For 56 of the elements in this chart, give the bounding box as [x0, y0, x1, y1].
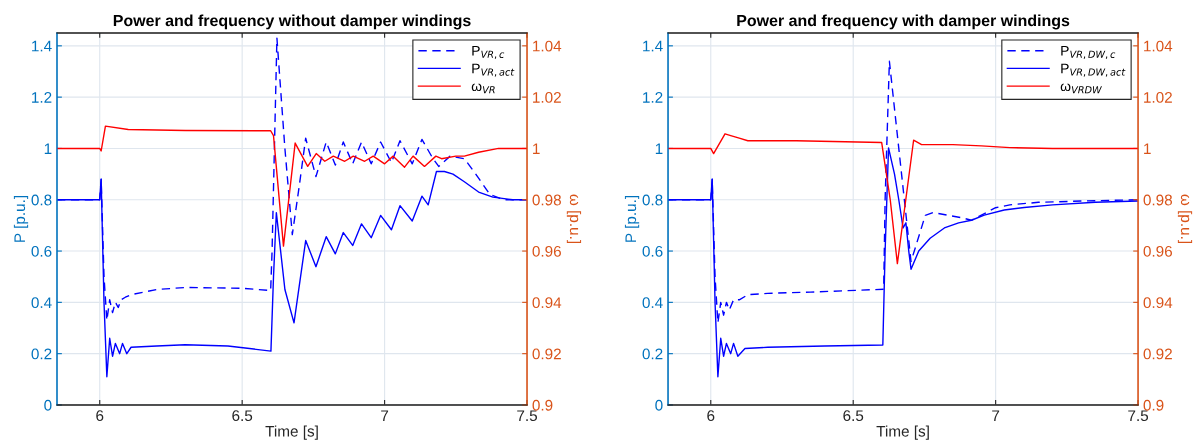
y2-tick-label: 0.9	[532, 399, 553, 411]
chart-title: Power and frequency without damper windings	[113, 14, 471, 30]
legend-label: P$_{VR,DW,c}$	[1061, 45, 1116, 59]
y-tick-label: 0.2	[642, 348, 663, 360]
y2-tick-label: 1.04	[533, 40, 562, 52]
y-tick-label: 0	[655, 399, 663, 411]
chart-title: Power and frequency with damper windings	[737, 14, 1070, 30]
y2-tick-label: 0.96	[532, 245, 561, 257]
x-tick-label: 7.5	[1128, 410, 1149, 422]
x-tick-label: 7	[992, 410, 1000, 421]
y-tick-label: 1	[44, 143, 52, 154]
y2-tick-label: 0.92	[532, 348, 561, 360]
y-tick-label: 0.2	[31, 348, 52, 360]
y2-tick-label: 0.94	[532, 297, 562, 309]
legend-label: P$_{VR,c}$	[472, 45, 505, 59]
x-tick-label: 6	[707, 410, 715, 422]
legend-label: ω$_{VRDW}$	[1060, 83, 1102, 94]
y2-tick-label: 0.92	[1143, 348, 1172, 360]
line-series	[668, 133, 1139, 265]
y-tick-label: 0.6	[642, 245, 663, 257]
y2-tick-label: 1	[533, 143, 540, 154]
y2-tick-label: 0.98	[532, 194, 561, 206]
y2-tick-label: 1.04	[1144, 40, 1173, 52]
y2-tick-label: 0.9	[1143, 399, 1164, 411]
y-tick-label: 0.6	[31, 245, 52, 257]
y2-tick-label: 1.02	[1144, 92, 1172, 103]
x-axis-title: Time [s]	[265, 425, 318, 440]
y-tick-label: 1	[655, 143, 663, 154]
y-axis-title: P [p.u.]	[13, 196, 29, 242]
y-tick-label: 0.4	[31, 297, 52, 309]
legend-label: P$_{VR,DW,act}$	[1061, 63, 1126, 77]
legend-label: P$_{VR,act}$	[472, 63, 515, 77]
x-tick-label: 7	[381, 410, 389, 421]
y-tick-label: 0.8	[31, 194, 52, 206]
x-tick-label: 6.5	[843, 410, 864, 422]
y-tick-label: 1.2	[643, 92, 663, 103]
x-tick-label: 6.5	[232, 410, 253, 422]
line-series	[57, 125, 528, 247]
y-tick-label: 0.4	[642, 297, 663, 309]
y-tick-label: 1.4	[32, 40, 52, 52]
y-tick-label: 0.8	[642, 194, 663, 206]
y2-tick-label: 0.98	[1143, 194, 1173, 206]
x-tick-label: 7.5	[517, 410, 538, 422]
y2-tick-label: 0.96	[1143, 245, 1172, 257]
y-tick-label: 1.4	[643, 40, 663, 52]
x-axis-title: Time [s]	[876, 425, 929, 440]
x-tick-label: 6	[96, 410, 104, 422]
legend-label: ω$_{VR}$	[471, 83, 495, 94]
y2-axis-title: ω [p.u.]	[1177, 194, 1193, 243]
y2-tick-label: 1	[1144, 143, 1151, 154]
y-tick-label: 1.2	[32, 92, 52, 103]
y2-tick-label: 1.02	[533, 92, 561, 103]
y-axis-title: P [p.u.]	[624, 196, 640, 242]
y-tick-label: 0	[44, 399, 52, 411]
y2-axis-title: ω [p.u.]	[566, 194, 582, 243]
y2-tick-label: 0.94	[1143, 297, 1173, 309]
